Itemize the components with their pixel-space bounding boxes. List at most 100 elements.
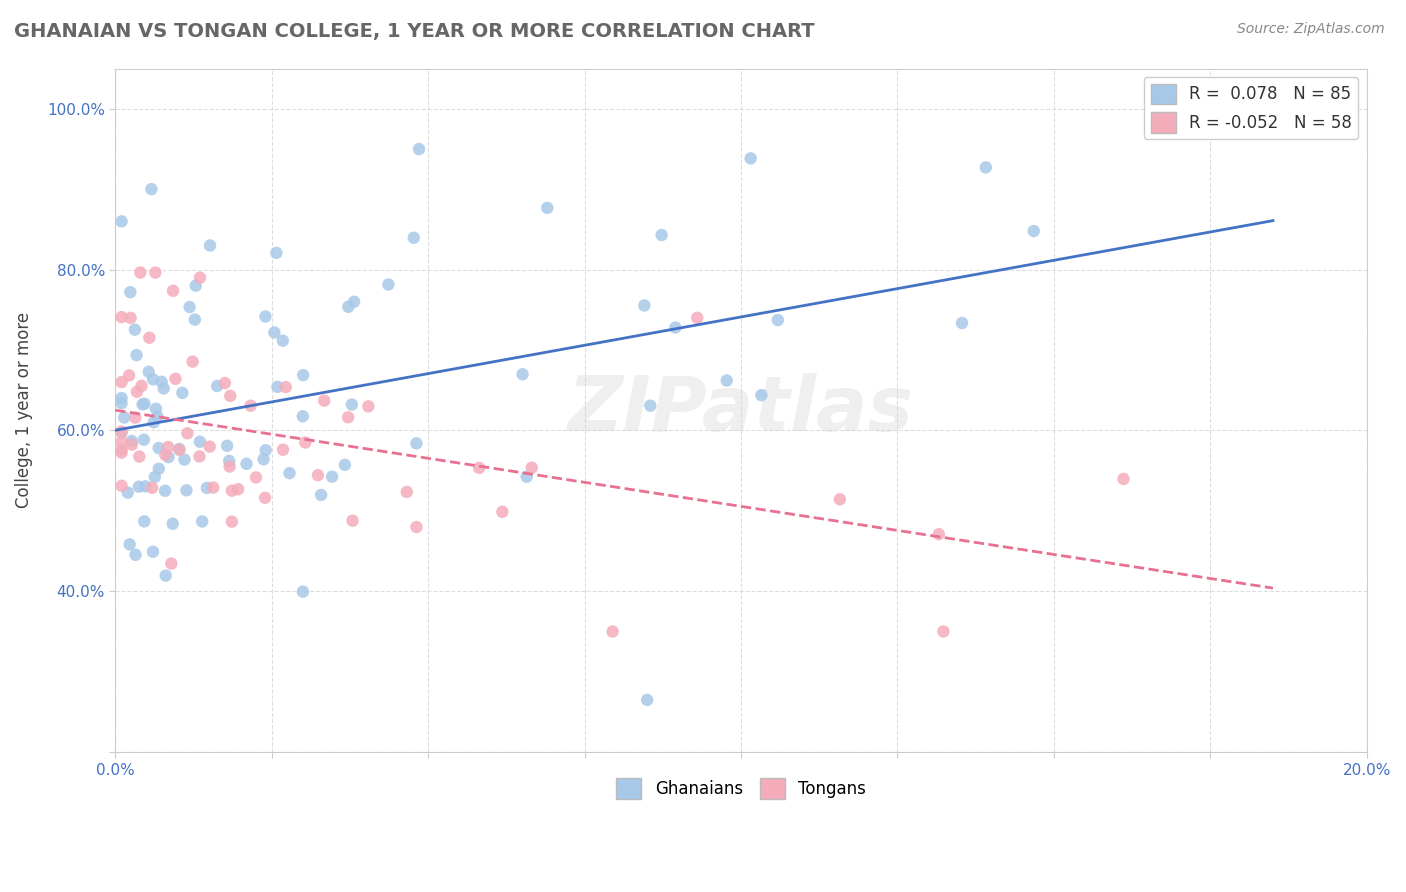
- Point: [142, 415, 165, 429]
- Point: [278, 466, 301, 480]
- Text: GHANAIAN VS TONGAN COLLEGE, 1 YEAR OR MORE CORRELATION CHART: GHANAIAN VS TONGAN COLLEGE, 1 YEAR OR MO…: [14, 22, 814, 41]
- Point: [266, 245, 288, 260]
- Point: [664, 320, 686, 334]
- Point: [640, 399, 662, 413]
- Point: [173, 452, 195, 467]
- Point: [191, 515, 214, 529]
- Point: [162, 284, 184, 298]
- Point: [198, 238, 221, 252]
- Point: [110, 396, 132, 410]
- Point: [307, 468, 329, 483]
- Point: [271, 442, 294, 457]
- Point: [124, 548, 146, 562]
- Point: [188, 450, 211, 464]
- Point: [110, 375, 132, 389]
- Point: [512, 368, 534, 382]
- Point: [1022, 224, 1045, 238]
- Point: [405, 436, 427, 450]
- Point: [751, 388, 773, 402]
- Point: [176, 483, 198, 498]
- Point: [165, 372, 187, 386]
- Point: [974, 161, 997, 175]
- Point: [134, 515, 156, 529]
- Point: [214, 376, 236, 390]
- Point: [176, 426, 198, 441]
- Point: [405, 520, 427, 534]
- Point: [152, 381, 174, 395]
- Point: [309, 488, 332, 502]
- Point: [239, 399, 262, 413]
- Point: [245, 470, 267, 484]
- Point: [141, 481, 163, 495]
- Point: [184, 312, 207, 326]
- Point: [271, 334, 294, 348]
- Point: [343, 294, 366, 309]
- Point: [291, 409, 314, 424]
- Point: [155, 448, 177, 462]
- Point: [188, 270, 211, 285]
- Point: [124, 410, 146, 425]
- Point: [766, 313, 789, 327]
- Point: [491, 505, 513, 519]
- Point: [145, 266, 167, 280]
- Point: [181, 354, 204, 368]
- Point: [395, 484, 418, 499]
- Point: [520, 460, 543, 475]
- Point: [110, 425, 132, 439]
- Point: [153, 483, 176, 498]
- Point: [651, 227, 673, 242]
- Point: [218, 454, 240, 468]
- Point: [217, 439, 239, 453]
- Point: [274, 380, 297, 394]
- Point: [292, 368, 315, 383]
- Point: [716, 374, 738, 388]
- Point: [408, 142, 430, 156]
- Point: [377, 277, 399, 292]
- Point: [205, 379, 228, 393]
- Point: [254, 491, 277, 505]
- Point: [235, 457, 257, 471]
- Point: [110, 442, 132, 457]
- Point: [128, 480, 150, 494]
- Point: [188, 434, 211, 449]
- Point: [536, 201, 558, 215]
- Point: [148, 441, 170, 455]
- Point: [110, 391, 132, 405]
- Point: [202, 481, 225, 495]
- Point: [129, 266, 152, 280]
- Point: [314, 393, 336, 408]
- Point: [146, 409, 169, 424]
- Point: [932, 624, 955, 639]
- Point: [169, 442, 191, 457]
- Point: [138, 365, 160, 379]
- Point: [143, 470, 166, 484]
- Point: [169, 442, 191, 456]
- Point: [252, 452, 274, 467]
- Point: [337, 300, 360, 314]
- Point: [138, 331, 160, 345]
- Point: [263, 326, 285, 340]
- Point: [633, 298, 655, 312]
- Point: [134, 397, 156, 411]
- Point: [686, 310, 709, 325]
- Point: [131, 397, 153, 411]
- Point: [195, 481, 218, 495]
- Point: [218, 459, 240, 474]
- Point: [172, 385, 194, 400]
- Point: [121, 434, 143, 448]
- Point: [110, 310, 132, 324]
- Point: [145, 401, 167, 416]
- Point: [602, 624, 624, 639]
- Point: [118, 368, 141, 383]
- Point: [342, 514, 364, 528]
- Point: [1112, 472, 1135, 486]
- Legend: Ghanaians, Tongans: Ghanaians, Tongans: [610, 772, 872, 805]
- Point: [740, 152, 762, 166]
- Point: [468, 461, 491, 475]
- Point: [162, 516, 184, 531]
- Point: [112, 410, 135, 425]
- Point: [155, 568, 177, 582]
- Point: [142, 545, 165, 559]
- Point: [110, 446, 132, 460]
- Point: [110, 214, 132, 228]
